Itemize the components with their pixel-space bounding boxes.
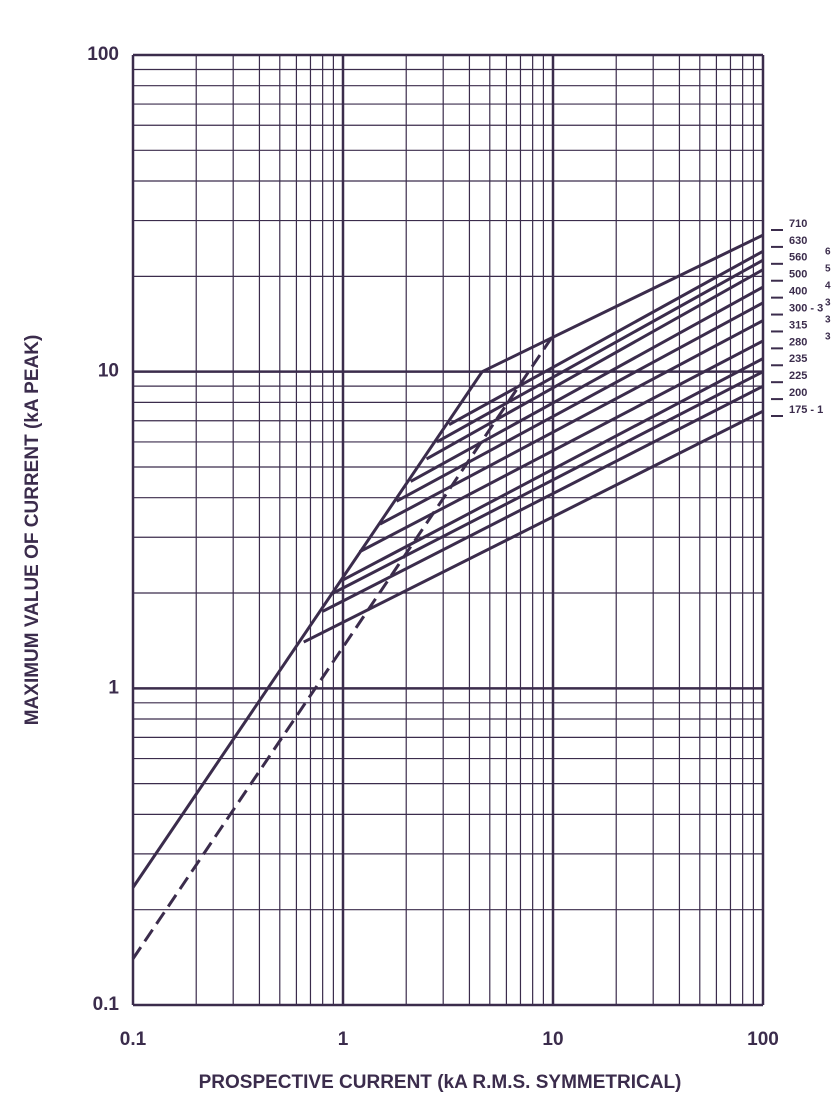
series-line [303,409,764,644]
y-axis-title: MAXIMUM VALUE OF CURRENT (kA PEAK) [22,335,43,726]
side-mark: 3 [825,332,831,343]
series-line [436,258,764,444]
y-tick-label: 100 [87,44,119,65]
series-label: 500 [789,269,807,281]
series-label: 400 [789,286,807,298]
y-tick-label: 1 [108,677,119,698]
x-tick-label: 0.1 [120,1029,147,1050]
series-line [342,357,764,582]
series-line [131,370,484,889]
x-tick-label: 1 [338,1029,349,1050]
series-label: 280 [789,336,807,348]
y-tick-label: 10 [98,361,119,382]
series-label: 200 [789,387,807,399]
series-line [358,339,764,554]
series-line [395,301,764,503]
y-tick-label: 0.1 [93,994,120,1015]
series-label: 225 [789,370,807,382]
series-label: 710 [789,218,807,230]
x-axis-title: PROSPECTIVE CURRENT (kA R.M.S. SYMMETRIC… [199,1072,682,1093]
side-mark: 5 [825,264,831,275]
series-line [332,370,764,595]
x-tick-label: 10 [542,1029,563,1050]
series-line [425,268,764,461]
series-label: 175 - 1 [789,404,823,416]
series-label: 235 [789,353,807,365]
series-label: 630 [789,235,807,247]
side-mark: 4 [825,281,831,292]
side-mark: 3 [825,298,831,309]
series-line [409,285,764,483]
series-label: 315 [789,319,807,331]
side-mark: 6 [825,247,831,258]
series-line [448,249,764,427]
series-line [481,233,764,374]
series-label: 300 - 3 [789,302,823,314]
series-line [379,319,764,526]
side-mark: 3 [825,315,831,326]
series-line [321,384,764,613]
x-tick-label: 100 [747,1029,779,1050]
series-label: 560 [789,252,807,264]
